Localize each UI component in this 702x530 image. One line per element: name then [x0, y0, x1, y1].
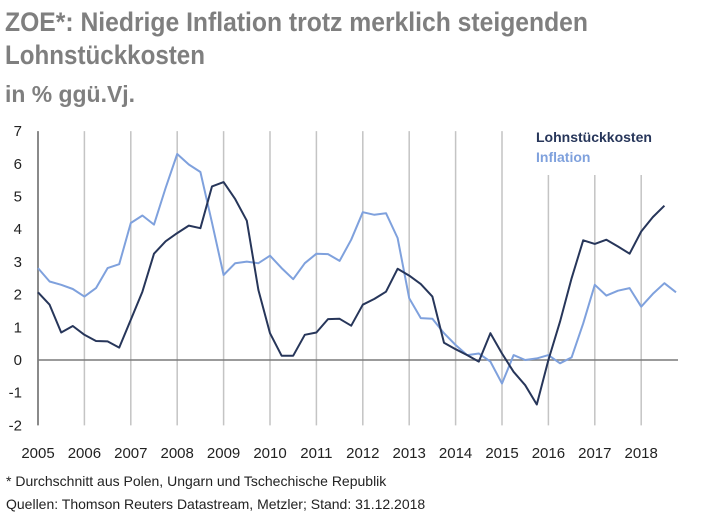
x-tick-label: 2006	[68, 445, 101, 462]
y-tick-label: -1	[9, 385, 22, 402]
line-chart: ZOE*: Niedrige Inflation trotz merklich …	[5, 7, 678, 462]
x-tick-label: 2016	[532, 445, 565, 462]
y-tick-label: 5	[14, 189, 22, 206]
x-tick-label: 2012	[346, 445, 379, 462]
y-tick-label: 3	[14, 254, 22, 271]
chart-title-line-1: ZOE*: Niedrige Inflation trotz merklich …	[5, 7, 588, 37]
x-tick-label: 2007	[114, 445, 147, 462]
chart-title-line-2: Lohnstückkosten	[5, 40, 205, 70]
legend-lohnstueckkosten: Lohnstückkosten	[536, 129, 652, 145]
x-tick-label: 2015	[485, 445, 518, 462]
series-line-inflation	[37, 153, 677, 385]
y-tick-label: 7	[14, 123, 22, 140]
y-tick-label: 4	[14, 221, 22, 238]
y-tick-label: 2	[14, 287, 22, 304]
x-tick-label: 2008	[161, 445, 194, 462]
y-tick-label: 6	[14, 156, 22, 173]
x-tick-label: 2018	[625, 445, 658, 462]
series-lines	[37, 153, 677, 406]
y-tick-label: 0	[14, 352, 22, 369]
chart-subtitle: in % ggü.Vj.	[5, 81, 135, 107]
x-tick-label: 2011	[300, 445, 332, 462]
x-tick-label: 2014	[439, 445, 472, 462]
source-note: Quellen: Thomson Reuters Datastream, Met…	[6, 496, 426, 512]
footnote: * Durchschnitt aus Polen, Ungarn und Tsc…	[6, 473, 387, 489]
x-axis: 2005 2006 2007 2008 2009 2010 2011 2012 2013 2014…	[21, 445, 658, 462]
series-line-lohnstckkosten	[37, 181, 666, 406]
gridlines	[37, 131, 678, 426]
y-tick-label: -2	[9, 417, 22, 434]
x-tick-label: 2010	[253, 445, 286, 462]
y-tick-label: 1	[14, 319, 22, 336]
legend-inflation: Inflation	[536, 149, 590, 165]
y-axis: 7 6 5 4 3 2 1 0 -1 -2	[9, 123, 22, 434]
x-tick-label: 2017	[578, 445, 611, 462]
x-tick-label: 2013	[393, 445, 426, 462]
x-tick-label: 2009	[207, 445, 240, 462]
x-tick-label: 2005	[21, 445, 54, 462]
